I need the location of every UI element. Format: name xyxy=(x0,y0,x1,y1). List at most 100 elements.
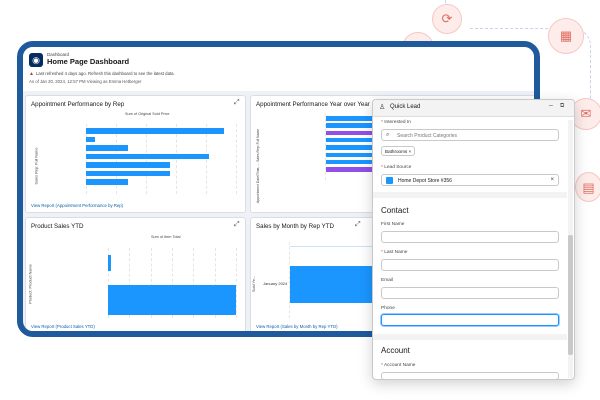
popout-icon[interactable]: ⧉ xyxy=(560,103,565,109)
bar[interactable] xyxy=(108,255,111,271)
panel-appointment-performance-by-rep: Appointment Performance by Rep ⤢ Sum of … xyxy=(25,95,246,213)
lead-source-value: Home Depot Store #356 xyxy=(398,178,452,184)
bar[interactable] xyxy=(326,123,385,128)
sync-icon: ⟳ xyxy=(432,4,462,34)
selected-category-pill[interactable]: Bathrooms × xyxy=(381,146,416,156)
search-placeholder: Search Product Categories xyxy=(397,132,458,139)
x-axis-title: Sum of Original Sold Price xyxy=(125,112,170,116)
bar[interactable] xyxy=(326,137,392,143)
email-label: Email xyxy=(381,278,393,283)
as-of-text: As of Jan 20, 2024, 12:57 PM Viewing as … xyxy=(29,79,142,84)
lead-icon: ♙ xyxy=(379,104,386,111)
grid-line xyxy=(236,124,237,194)
clear-icon[interactable]: × xyxy=(550,177,554,183)
section-divider xyxy=(373,334,567,340)
grid-line xyxy=(193,248,195,318)
grid-line xyxy=(150,248,152,318)
expand-icon[interactable]: ⤢ xyxy=(234,99,240,106)
grid-line xyxy=(146,124,147,194)
dashboard-icon: ◉ xyxy=(29,53,43,67)
view-report-link[interactable]: View Report (Product Sales YTD) xyxy=(31,324,95,329)
grid-line xyxy=(176,124,177,194)
grid-line xyxy=(206,124,207,194)
view-report-link[interactable]: View Report (Appointment Performance by … xyxy=(31,203,124,208)
refresh-warning: ▲ Last refreshed 4 days ago. Refresh this… xyxy=(29,71,175,77)
grid-line xyxy=(289,242,290,318)
bar[interactable] xyxy=(326,130,374,136)
last-name-label: * Last Name xyxy=(381,250,408,255)
panel-title: Appointment Performance by Rep xyxy=(31,101,125,108)
search-icon: ⌕ xyxy=(386,132,390,138)
x-axis-title: Sum of Item Total xyxy=(151,235,181,239)
account-section-heading: Account xyxy=(381,346,410,355)
quick-lead-panel: ♙ Quick Lead – ⧉ * Interested In ⌕ Searc… xyxy=(372,99,575,380)
first-name-input[interactable] xyxy=(381,231,559,243)
minimize-icon[interactable]: – xyxy=(549,102,553,109)
lead-source-label: * Lead Source xyxy=(381,165,412,170)
grid-line xyxy=(129,248,131,318)
bar[interactable] xyxy=(326,152,381,157)
bar[interactable] xyxy=(86,128,224,134)
last-name-input[interactable] xyxy=(381,259,559,271)
quick-lead-header: ♙ Quick Lead – ⧉ xyxy=(373,100,574,117)
decorative-dashed-line xyxy=(470,28,591,99)
panel-title: Sales by Month by Rep YTD xyxy=(256,223,334,230)
grid-line xyxy=(86,124,87,194)
first-name-label: First Name xyxy=(381,222,405,227)
store-icon xyxy=(386,177,393,184)
dashboard-type-label: Dashboard xyxy=(47,52,70,57)
panel-title: Appointment Performance Year over Year xyxy=(256,101,370,108)
bar[interactable] xyxy=(326,167,390,172)
grid-line xyxy=(108,248,109,318)
last-name-label-text: Last Name xyxy=(384,250,408,255)
expand-icon[interactable]: ⤢ xyxy=(355,221,361,228)
refresh-warning-text: Last refreshed 4 days ago. Refresh this … xyxy=(35,71,175,76)
lead-source-lookup[interactable]: Home Depot Store #356 × xyxy=(381,174,559,186)
bar[interactable] xyxy=(86,179,128,185)
email-input[interactable] xyxy=(381,287,559,299)
y-axis-title: Product: Product Name xyxy=(28,264,33,304)
bar[interactable] xyxy=(86,170,170,176)
bar[interactable] xyxy=(326,116,374,121)
contact-section-heading: Contact xyxy=(381,206,409,215)
panel-product-sales-ytd: Product Sales YTD ⤢ Sum of Item Total Pr… xyxy=(25,217,246,331)
account-name-input[interactable] xyxy=(381,372,559,379)
bar[interactable] xyxy=(86,145,128,151)
grid-line xyxy=(325,114,326,180)
product-category-search-input[interactable]: ⌕ Search Product Categories xyxy=(381,129,559,141)
quick-lead-title: Quick Lead xyxy=(390,104,421,110)
bar[interactable] xyxy=(326,145,379,150)
interested-in-label-text: Interested In xyxy=(384,120,411,125)
remove-icon[interactable]: × xyxy=(408,149,412,154)
dashboard-header: ◉ Dashboard Home Page Dashboard ▲ Last re… xyxy=(23,47,534,91)
phone-input[interactable] xyxy=(381,314,559,326)
bar[interactable] xyxy=(326,159,377,165)
bar[interactable] xyxy=(86,136,95,142)
y-axis-title: Sold Ye... xyxy=(252,275,257,293)
section-divider xyxy=(373,192,567,198)
grid-line xyxy=(290,246,380,247)
view-report-link[interactable]: View Report (Sales by Month by Rep YTD) xyxy=(256,324,338,329)
bar[interactable] xyxy=(86,153,209,159)
scrollbar-thumb[interactable] xyxy=(568,235,573,355)
expand-icon[interactable]: ⤢ xyxy=(234,221,240,228)
dashboard-title: Home Page Dashboard xyxy=(47,57,130,66)
calendar-icon: ▦ xyxy=(548,18,584,54)
selected-category-text: Bathrooms xyxy=(385,149,408,154)
lead-source-label-text: Lead Source xyxy=(384,165,412,170)
chat-icon: ✉ xyxy=(570,98,600,130)
grid-line xyxy=(172,248,173,318)
bar[interactable] xyxy=(86,162,170,168)
bar[interactable] xyxy=(108,285,236,315)
row-label: January 2024 xyxy=(263,281,288,286)
grid-line xyxy=(116,124,117,194)
y-axis-title: Appointment Date/Time, ... Sales Rep: Fu… xyxy=(256,128,261,204)
clipboard-icon: ▤ xyxy=(575,172,600,202)
phone-label: Phone xyxy=(381,306,395,311)
grid-line xyxy=(214,248,216,318)
grid-line xyxy=(236,248,237,318)
warning-icon: ▲ xyxy=(29,71,34,77)
y-axis-title: Sales Rep: Full Name xyxy=(34,147,39,185)
account-name-label: * Account Name xyxy=(381,363,416,368)
panel-title: Product Sales YTD xyxy=(31,223,84,230)
